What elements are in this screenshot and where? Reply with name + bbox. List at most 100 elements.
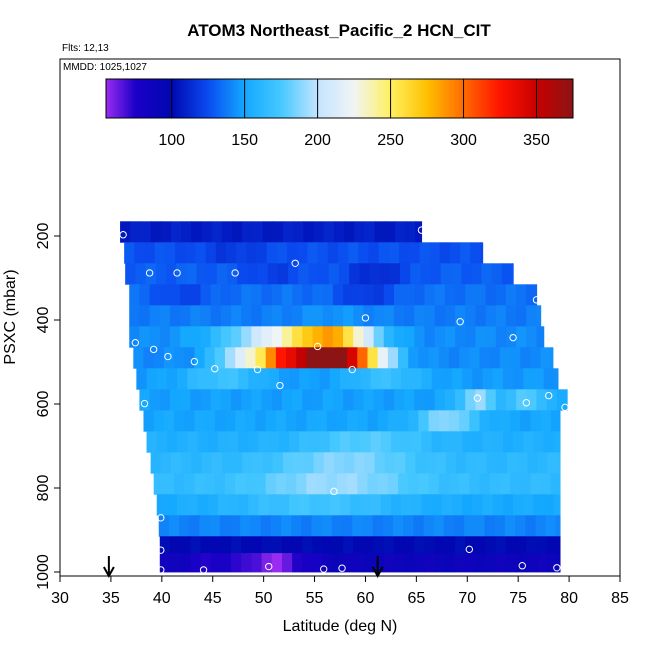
heatmap-cell — [502, 431, 514, 453]
flight-point — [211, 365, 219, 373]
colorbar-cell — [559, 79, 562, 118]
heatmap-cell — [495, 389, 507, 411]
flight-point — [348, 365, 356, 374]
colorbar-cell — [373, 79, 376, 118]
heatmap-cell — [383, 305, 395, 327]
colorbar-cell — [160, 79, 162, 118]
colorbar-cell — [152, 79, 155, 118]
heatmap-cell — [200, 536, 212, 554]
heatmap-cell — [474, 515, 486, 537]
heatmap-cell — [281, 553, 293, 573]
chart-title: ATOM3 Northeast_Pacific_2 HCN_CIT — [187, 21, 491, 40]
heatmap-cell — [312, 305, 324, 327]
heatmap-cell — [404, 553, 415, 573]
colorbar-cell — [514, 79, 517, 118]
heatmap-cell — [159, 284, 171, 306]
heatmap-cell — [164, 242, 176, 264]
colorbar-cell — [279, 79, 282, 118]
heatmap-cell — [322, 305, 334, 327]
flight-point — [291, 259, 299, 267]
colorbar-cell — [339, 79, 342, 118]
heatmap-cell — [420, 263, 432, 285]
colorbar-cell — [155, 79, 158, 118]
heatmap-cell — [187, 494, 199, 516]
heatmap-cell — [261, 305, 273, 327]
heatmap-cell — [353, 305, 365, 327]
heatmap-cell — [309, 494, 321, 516]
heatmap-cell — [326, 347, 338, 369]
heatmap-cell — [180, 284, 191, 306]
colorbar-cell — [375, 79, 378, 118]
heatmap-cell — [195, 242, 207, 264]
heatmap-cell — [450, 263, 462, 285]
colorbar-cell — [342, 79, 345, 118]
heatmap-cell — [268, 494, 280, 516]
colorbar-cell — [215, 79, 218, 118]
heatmap-cell — [299, 494, 311, 516]
flight-point — [485, 244, 494, 252]
colorbar-cell — [505, 79, 508, 118]
heatmap-cell — [455, 553, 466, 573]
heatmap-cell — [475, 326, 487, 348]
heatmap-cell — [277, 263, 289, 285]
heatmap-cell — [408, 347, 419, 369]
heatmap-cell — [174, 347, 185, 369]
heatmap-cell — [236, 242, 247, 264]
heatmap-cell — [134, 242, 146, 264]
heatmap-cell — [159, 389, 171, 411]
heatmap-cell — [370, 431, 382, 453]
heatmap-cell — [224, 410, 236, 432]
colorbar-cell — [212, 79, 215, 118]
heatmap-cell — [373, 553, 385, 573]
heatmap-cell — [241, 305, 253, 327]
heatmap-cell — [414, 305, 426, 327]
heatmap-cell — [309, 431, 321, 453]
heatmap-cell — [465, 553, 477, 573]
heatmap-cell — [149, 305, 161, 327]
heatmap-cell — [271, 553, 283, 573]
heatmap-cell — [344, 221, 355, 243]
flight-point — [131, 338, 140, 347]
colorbar-cell — [565, 79, 568, 118]
heatmap-cell — [485, 326, 497, 348]
heatmap-cell — [280, 515, 292, 537]
colorbar-cell — [411, 79, 413, 118]
heatmap-cell — [444, 553, 456, 573]
heatmap-cell — [429, 242, 441, 264]
heatmap-cell — [434, 326, 446, 348]
heatmap-cell — [189, 515, 201, 537]
heatmap-cell — [520, 410, 531, 432]
heatmap-cell — [156, 431, 168, 453]
x-tick-label: 80 — [560, 590, 578, 607]
heatmap-cell — [197, 494, 209, 516]
heatmap-cell — [242, 452, 254, 474]
colorbar-cell — [335, 79, 338, 118]
heatmap-cell — [456, 452, 467, 474]
heatmap-cell — [452, 368, 463, 390]
colorbar-cell — [519, 79, 521, 118]
colorbar-cell — [294, 79, 297, 118]
heatmap-cell — [272, 221, 284, 243]
heatmap-cell — [163, 410, 175, 432]
colorbar-cell — [399, 79, 402, 118]
heatmap-cell — [220, 305, 232, 327]
heatmap-cell — [510, 347, 521, 369]
colorbar-cell — [435, 79, 438, 118]
heatmap-cell — [319, 368, 331, 390]
colorbar-cell — [116, 79, 119, 118]
heatmap-cell — [479, 347, 491, 369]
heatmap-cell — [271, 536, 283, 554]
heatmap-cell — [520, 347, 531, 369]
colorbar-cell — [510, 79, 513, 118]
heatmap-cell — [441, 494, 453, 516]
heatmap-cell — [302, 305, 314, 327]
colorbar-cell — [540, 79, 543, 118]
heatmap-cell — [184, 410, 195, 432]
heatmap-cell — [251, 553, 263, 573]
flight-points-layer — [119, 226, 569, 574]
heatmap-cell — [393, 553, 405, 573]
colorbar-cell — [270, 79, 273, 118]
colorbar-cell — [149, 79, 152, 118]
heatmap-cell — [288, 263, 299, 285]
colorbar-cell — [184, 79, 187, 118]
